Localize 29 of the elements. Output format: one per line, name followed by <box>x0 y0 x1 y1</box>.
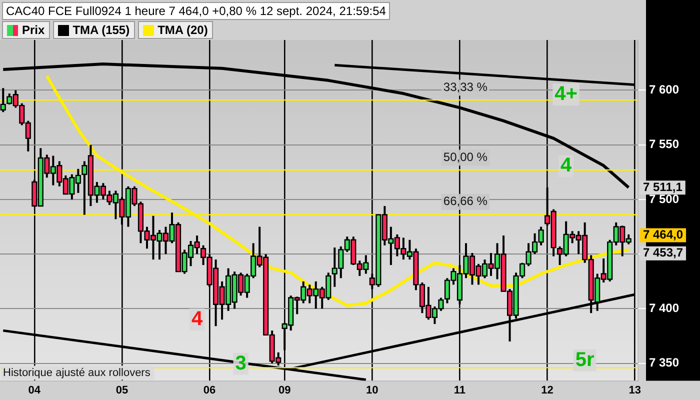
annotation: 66,66 % <box>443 194 488 208</box>
chart-title: CAC40 FCE Full0924 1 heure 7 464,0 +0,80 % 12 sept. 2024, 21:59:54 <box>2 2 390 20</box>
x-tick-label: 06 <box>203 384 216 396</box>
text: 7 511,1 <box>643 180 683 194</box>
annotation: Historique ajusté aux rollovers <box>3 366 151 379</box>
x-tick-label: 04 <box>28 384 42 396</box>
annotation: 33,33 % <box>443 80 488 94</box>
x-tick-label: 11 <box>454 384 466 396</box>
x-tick-label: 05 <box>116 384 128 396</box>
legend-label: Prix <box>22 23 45 37</box>
annotation: 3 <box>235 352 246 374</box>
legend-label: TMA (155) <box>72 23 130 37</box>
x-tick-label: 09 <box>278 384 291 396</box>
y-tick-label: 7 550 <box>649 137 680 152</box>
x-tick-label: 12 <box>541 384 554 396</box>
legend-label: TMA (20) <box>158 23 208 37</box>
text: 7 453,7 <box>643 246 684 260</box>
y-tick-label: 7 400 <box>649 301 680 316</box>
annotation: 5r <box>575 348 595 371</box>
annotation: 4+ <box>554 83 578 106</box>
annotation: 4 <box>191 308 204 330</box>
annotation: 50,00 % <box>443 150 488 164</box>
x-tick-label: 13 <box>628 384 641 396</box>
annotation: 4 <box>560 154 573 177</box>
text: 7 464,0 <box>643 228 684 242</box>
y-tick-label: 7 600 <box>649 82 680 97</box>
y-tick-label: 7 500 <box>649 192 680 206</box>
x-tick-label: 10 <box>366 384 378 396</box>
y-tick-label: 7 350 <box>649 356 680 370</box>
